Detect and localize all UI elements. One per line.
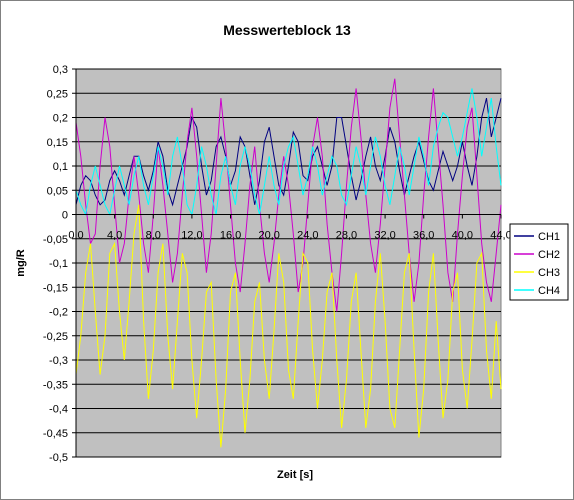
y-tick-label: -0,5	[49, 452, 68, 464]
legend-label-ch3: CH3	[538, 267, 560, 279]
y-tick-label: -0,05	[43, 234, 68, 246]
y-tick-label: -0,25	[43, 331, 68, 343]
y-tick-label: 0,2	[53, 113, 68, 125]
x-tick-label: 24,0	[297, 230, 318, 242]
x-axis-title: Zeit [s]	[277, 469, 313, 481]
legend-label-ch1: CH1	[538, 231, 560, 243]
y-tick-label: -0,15	[43, 282, 68, 294]
y-tick-label: 0,1	[53, 161, 68, 173]
series-lines	[75, 78, 502, 448]
x-tick-label: 12,0	[181, 230, 202, 242]
y-axis-title: mg/R	[15, 249, 27, 277]
x-tick-label: 0,0	[68, 230, 83, 242]
y-tick-label: -0,3	[49, 355, 68, 367]
x-tick-label: 8,0	[146, 230, 161, 242]
y-tick-label: -0,4	[49, 404, 68, 416]
axes	[72, 68, 502, 458]
x-tick-label: 36,0	[413, 230, 434, 242]
gridlines	[76, 68, 501, 458]
x-tick-label: 28,0	[336, 230, 357, 242]
y-tick-label: 0,3	[53, 64, 68, 76]
x-tick-label: 16,0	[220, 230, 241, 242]
x-tick-label: 4,0	[107, 230, 122, 242]
chart-title: Messwerteblock 13	[223, 22, 351, 38]
x-tick-labels: 0,0 4,0 8,0 12,0 16,0 20,0 24,0 28,0 32,0 36,0 40,…	[68, 230, 511, 242]
x-tick-label: 32,0	[374, 230, 395, 242]
y-tick-label: -0,2	[49, 307, 68, 319]
y-tick-label: 0,15	[47, 137, 68, 149]
y-tick-label: -0,45	[43, 428, 68, 440]
series-line-ch2	[75, 78, 502, 312]
x-tick-label: 44,0	[490, 230, 511, 242]
y-tick-labels: 0,3 0,25 0,2 0,15 0,1 0,05 0 -0,05 -0,1 -0,15 -0,2…	[43, 64, 68, 464]
legend-label-ch2: CH2	[538, 249, 560, 261]
y-tick-label: 0	[62, 210, 68, 222]
y-tick-label: 0,05	[47, 185, 68, 197]
series-line-ch3	[75, 204, 502, 448]
x-tick-label: 20,0	[258, 230, 279, 242]
legend-label-ch4: CH4	[538, 285, 560, 297]
x-tick-label: 40,0	[452, 230, 473, 242]
series-line-ch1	[75, 97, 502, 207]
y-tick-label: -0,35	[43, 379, 68, 391]
y-tick-label: -0,1	[49, 258, 68, 270]
legend: CH1 CH2 CH3 CH4	[509, 223, 569, 301]
y-tick-label: 0,25	[47, 88, 68, 100]
series-line-ch4	[75, 88, 502, 217]
